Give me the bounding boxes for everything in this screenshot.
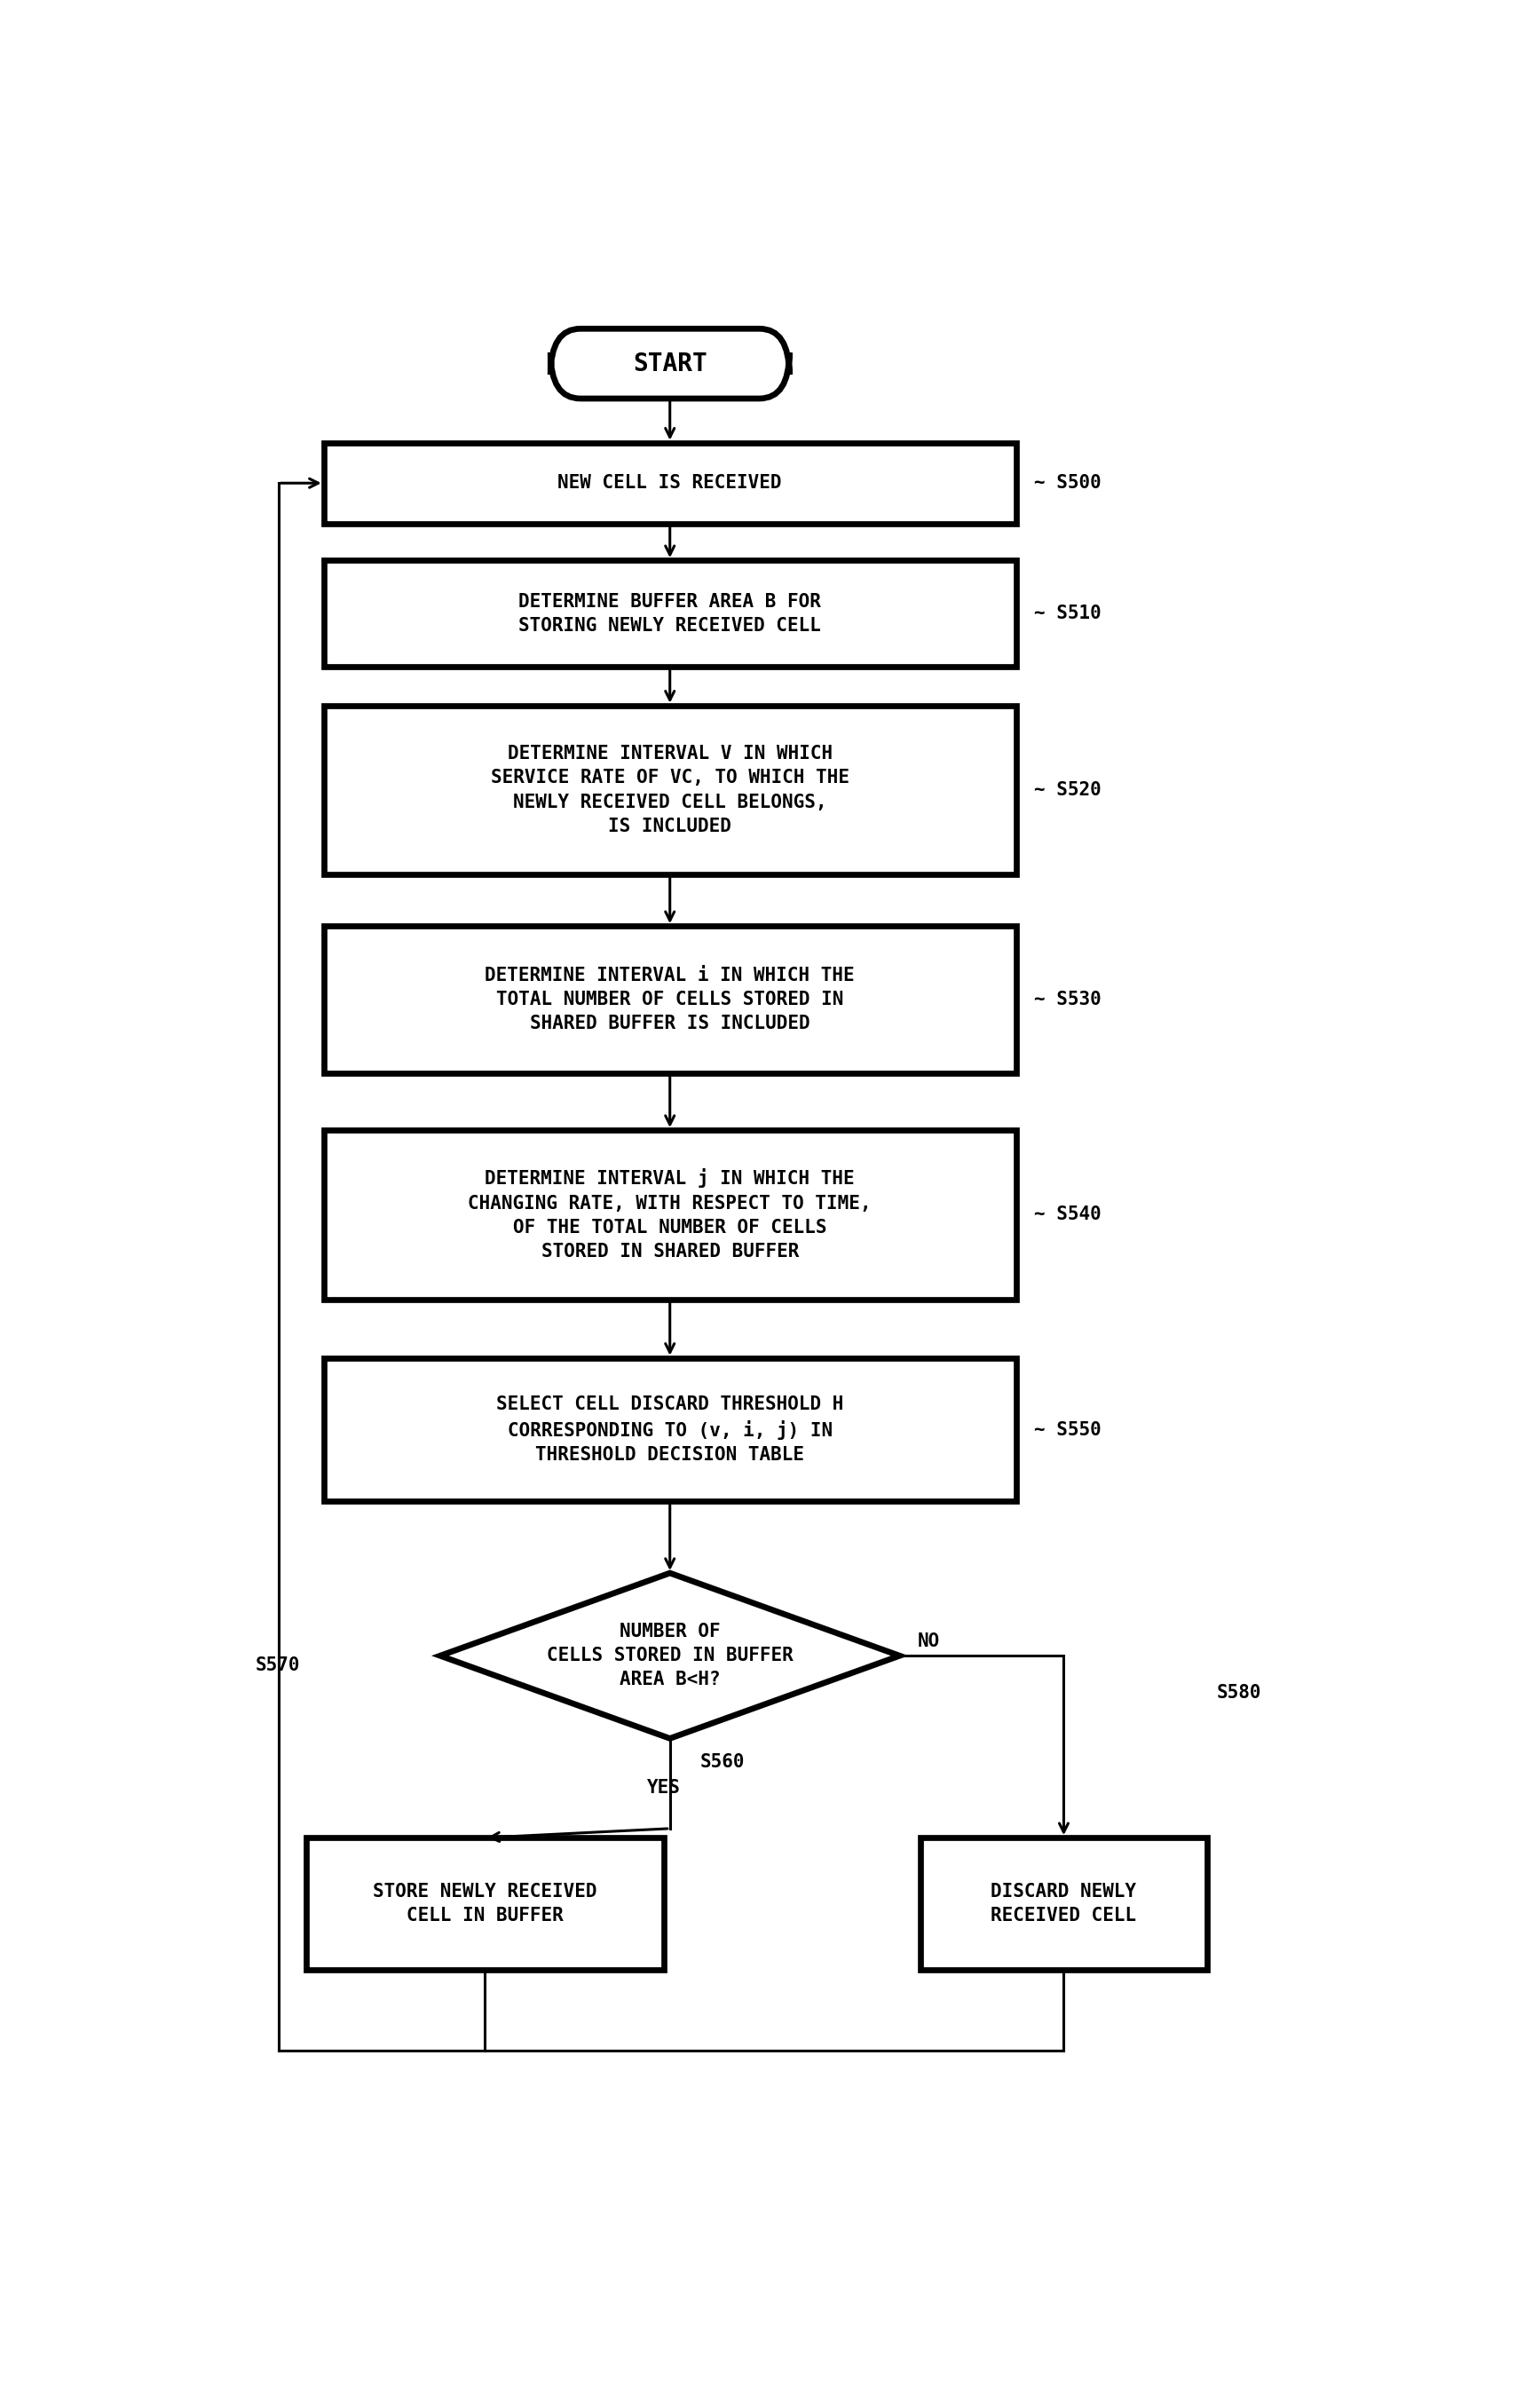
- Text: SELECT CELL DISCARD THRESHOLD H
CORRESPONDING TO (v, i, j) IN
THRESHOLD DECISION: SELECT CELL DISCARD THRESHOLD H CORRESPO…: [496, 1396, 844, 1463]
- Text: ~ S550: ~ S550: [1033, 1420, 1101, 1439]
- Text: NUMBER OF
CELLS STORED IN BUFFER
AREA B<H?: NUMBER OF CELLS STORED IN BUFFER AREA B<…: [547, 1623, 793, 1688]
- Text: ~ S500: ~ S500: [1033, 475, 1101, 492]
- Text: DETERMINE INTERVAL j IN WHICH THE
CHANGING RATE, WITH RESPECT TO TIME,
OF THE TO: DETERMINE INTERVAL j IN WHICH THE CHANGI…: [468, 1170, 872, 1260]
- FancyBboxPatch shape: [323, 561, 1016, 666]
- FancyBboxPatch shape: [323, 707, 1016, 874]
- FancyBboxPatch shape: [323, 1129, 1016, 1299]
- FancyBboxPatch shape: [323, 926, 1016, 1074]
- Text: NEW CELL IS RECEIVED: NEW CELL IS RECEIVED: [557, 475, 782, 492]
- Text: DETERMINE INTERVAL i IN WHICH THE
TOTAL NUMBER OF CELLS STORED IN
SHARED BUFFER : DETERMINE INTERVAL i IN WHICH THE TOTAL …: [485, 967, 855, 1034]
- Text: ~ S540: ~ S540: [1033, 1205, 1101, 1225]
- FancyBboxPatch shape: [921, 1838, 1207, 1969]
- Text: ~ S520: ~ S520: [1033, 781, 1101, 800]
- Text: ~ S510: ~ S510: [1033, 604, 1101, 623]
- FancyBboxPatch shape: [551, 329, 788, 399]
- Polygon shape: [440, 1573, 899, 1738]
- Text: STORE NEWLY RECEIVED
CELL IN BUFFER: STORE NEWLY RECEIVED CELL IN BUFFER: [373, 1883, 598, 1924]
- FancyBboxPatch shape: [306, 1838, 664, 1969]
- Text: NO: NO: [918, 1633, 939, 1649]
- Text: S580: S580: [1217, 1683, 1261, 1702]
- Text: DETERMINE BUFFER AREA B FOR
STORING NEWLY RECEIVED CELL: DETERMINE BUFFER AREA B FOR STORING NEWL…: [519, 592, 821, 635]
- Text: START: START: [633, 351, 707, 377]
- Text: DETERMINE INTERVAL V IN WHICH
SERVICE RATE OF VC, TO WHICH THE
NEWLY RECEIVED CE: DETERMINE INTERVAL V IN WHICH SERVICE RA…: [491, 745, 849, 835]
- FancyBboxPatch shape: [323, 442, 1016, 523]
- Text: S560: S560: [699, 1752, 744, 1771]
- Text: DISCARD NEWLY
RECEIVED CELL: DISCARD NEWLY RECEIVED CELL: [990, 1883, 1137, 1924]
- Text: S570: S570: [256, 1657, 300, 1673]
- Text: YES: YES: [647, 1778, 681, 1797]
- Text: ~ S530: ~ S530: [1033, 991, 1101, 1007]
- FancyBboxPatch shape: [323, 1358, 1016, 1501]
